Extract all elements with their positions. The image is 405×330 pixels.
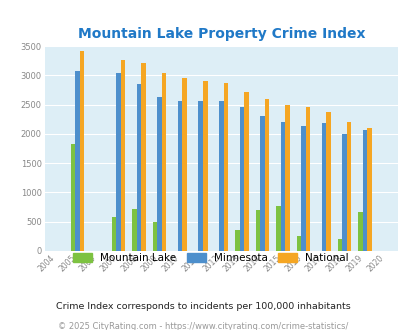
Bar <box>337 239 341 251</box>
Bar <box>162 73 166 251</box>
Bar <box>321 123 325 251</box>
Bar <box>157 97 162 251</box>
Bar <box>341 134 346 251</box>
Bar <box>223 83 228 251</box>
Bar <box>362 130 367 251</box>
Bar <box>218 101 223 251</box>
Bar <box>111 217 116 251</box>
Bar <box>121 60 125 251</box>
Bar <box>70 145 75 251</box>
Bar <box>275 206 280 251</box>
Bar <box>198 101 202 251</box>
Legend: Mountain Lake, Minnesota, National: Mountain Lake, Minnesota, National <box>69 249 352 267</box>
Bar <box>301 126 305 251</box>
Bar <box>153 222 157 251</box>
Bar <box>132 209 136 251</box>
Bar <box>280 122 284 251</box>
Bar <box>177 101 182 251</box>
Bar <box>264 99 269 251</box>
Bar <box>234 230 239 251</box>
Bar <box>79 51 84 251</box>
Bar <box>239 107 243 251</box>
Bar <box>325 112 330 251</box>
Bar <box>305 107 309 251</box>
Text: © 2025 CityRating.com - https://www.cityrating.com/crime-statistics/: © 2025 CityRating.com - https://www.city… <box>58 322 347 330</box>
Bar <box>136 84 141 251</box>
Bar <box>243 92 248 251</box>
Text: Crime Index corresponds to incidents per 100,000 inhabitants: Crime Index corresponds to incidents per… <box>55 302 350 311</box>
Bar <box>116 73 121 251</box>
Bar <box>346 122 350 251</box>
Bar <box>202 81 207 251</box>
Bar <box>367 128 371 251</box>
Bar <box>182 78 187 251</box>
Bar <box>141 63 145 251</box>
Bar <box>357 212 362 251</box>
Bar <box>284 105 289 251</box>
Bar <box>255 210 260 251</box>
Bar <box>75 71 79 251</box>
Bar <box>296 236 301 251</box>
Title: Mountain Lake Property Crime Index: Mountain Lake Property Crime Index <box>77 27 364 41</box>
Bar <box>260 116 264 251</box>
